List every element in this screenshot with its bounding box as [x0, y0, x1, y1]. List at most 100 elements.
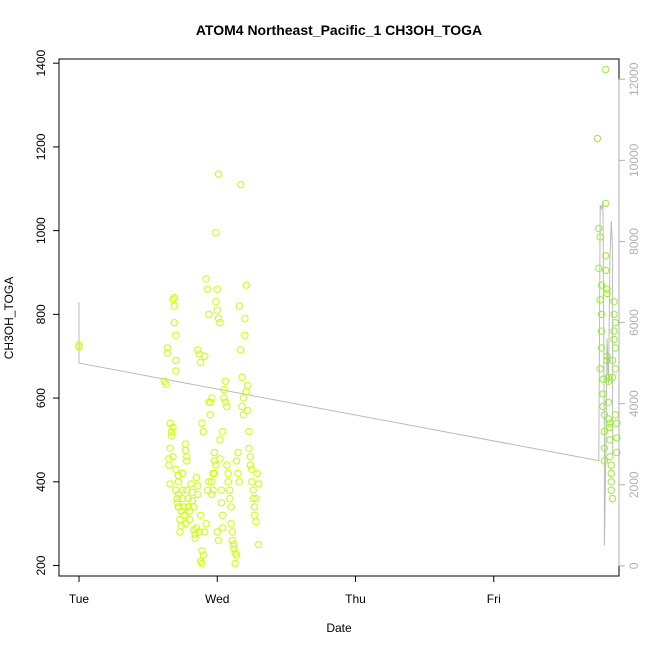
- data-point: [213, 306, 222, 314]
- data-point: [226, 494, 234, 503]
- chart-title: ATOM4 Northeast_Pacific_1 CH3OH_TOGA: [196, 22, 482, 38]
- data-point: [217, 499, 226, 507]
- data-point: [610, 310, 618, 319]
- data-point: [606, 453, 614, 461]
- data-point: [234, 469, 242, 478]
- data-point: [183, 457, 191, 465]
- data-point: [202, 275, 210, 283]
- data-point: [602, 252, 610, 260]
- data-point: [75, 343, 83, 351]
- data-point: [237, 180, 245, 189]
- data-point: [248, 465, 256, 473]
- data-point: [249, 494, 257, 503]
- data-point: [597, 344, 606, 352]
- data-point: [166, 444, 174, 452]
- data-point: [608, 494, 617, 503]
- data-point: [610, 335, 618, 344]
- data-point: [194, 490, 202, 499]
- data-point: [602, 199, 610, 208]
- data-point: [198, 559, 206, 568]
- data-point: [227, 520, 235, 528]
- data-point: [227, 503, 235, 511]
- data-point: [179, 494, 187, 503]
- data-point: [226, 486, 234, 494]
- data-point: [201, 528, 209, 536]
- data-point: [181, 520, 190, 528]
- x-axis-label: Date: [326, 621, 352, 635]
- data-point: [179, 469, 187, 478]
- data-point: [183, 453, 191, 461]
- data-point: [210, 457, 219, 465]
- data-point: [607, 469, 615, 478]
- data-point: [214, 314, 223, 323]
- data-point: [212, 298, 220, 306]
- data-point: [606, 423, 614, 432]
- data-point: [185, 507, 194, 515]
- data-point: [231, 549, 239, 557]
- data-point: [169, 453, 177, 461]
- scatter-points: [75, 65, 621, 568]
- data-point: [224, 469, 233, 478]
- data-point: [602, 65, 610, 74]
- data-point: [241, 331, 249, 339]
- data-point: [231, 559, 239, 568]
- data-point: [203, 486, 212, 494]
- data-point: [221, 377, 230, 385]
- data-point: [238, 373, 246, 381]
- data-point: [202, 520, 210, 528]
- data-point: [602, 266, 610, 275]
- data-point: [169, 423, 177, 432]
- right-tick-label: 6000: [627, 309, 641, 336]
- data-point: [217, 486, 226, 494]
- left-tick-label: 400: [34, 471, 48, 491]
- line-series: [78, 200, 614, 546]
- data-point: [223, 461, 231, 469]
- data-point: [194, 346, 202, 354]
- data-point: [603, 289, 611, 298]
- data-point: [163, 349, 172, 357]
- data-point: [216, 436, 224, 444]
- data-point: [197, 511, 205, 519]
- data-point: [219, 524, 227, 532]
- data-point: [173, 494, 181, 503]
- data-point: [198, 419, 206, 427]
- data-point: [596, 296, 604, 304]
- data-point: [206, 411, 215, 419]
- data-point: [597, 327, 606, 335]
- data-point: [212, 461, 220, 469]
- data-point: [221, 398, 230, 406]
- data-point: [610, 298, 618, 306]
- data-point: [195, 528, 204, 536]
- data-point: [252, 494, 260, 503]
- data-point: [203, 285, 212, 293]
- right-tick-label: 0: [627, 562, 641, 569]
- data-point: [246, 461, 255, 469]
- right-tick-label: 4000: [627, 390, 641, 417]
- data-point: [219, 427, 227, 436]
- data-point: [209, 469, 217, 478]
- data-point: [163, 344, 172, 352]
- data-point: [184, 503, 192, 511]
- data-point: [237, 346, 245, 354]
- left-tick-label: 1400: [34, 50, 48, 77]
- data-point: [234, 448, 242, 457]
- data-point: [595, 264, 603, 272]
- data-point: [593, 134, 602, 143]
- data-point: [608, 356, 617, 365]
- data-point: [214, 536, 223, 545]
- left-tick-label: 1000: [34, 217, 48, 244]
- data-point: [600, 411, 609, 419]
- data-point: [596, 365, 604, 373]
- left-tick-label: 600: [34, 388, 48, 408]
- data-point: [255, 540, 263, 549]
- bottom-axis: Tue Wed Thu Fri: [69, 575, 501, 606]
- data-point: [205, 310, 213, 319]
- data-point: [167, 432, 176, 440]
- data-point: [235, 478, 244, 486]
- right-tick-label: 10000: [627, 143, 641, 177]
- left-tick-label: 1200: [34, 133, 48, 160]
- data-point: [213, 285, 222, 293]
- left-tick-label: 200: [34, 555, 48, 575]
- data-point: [604, 377, 613, 385]
